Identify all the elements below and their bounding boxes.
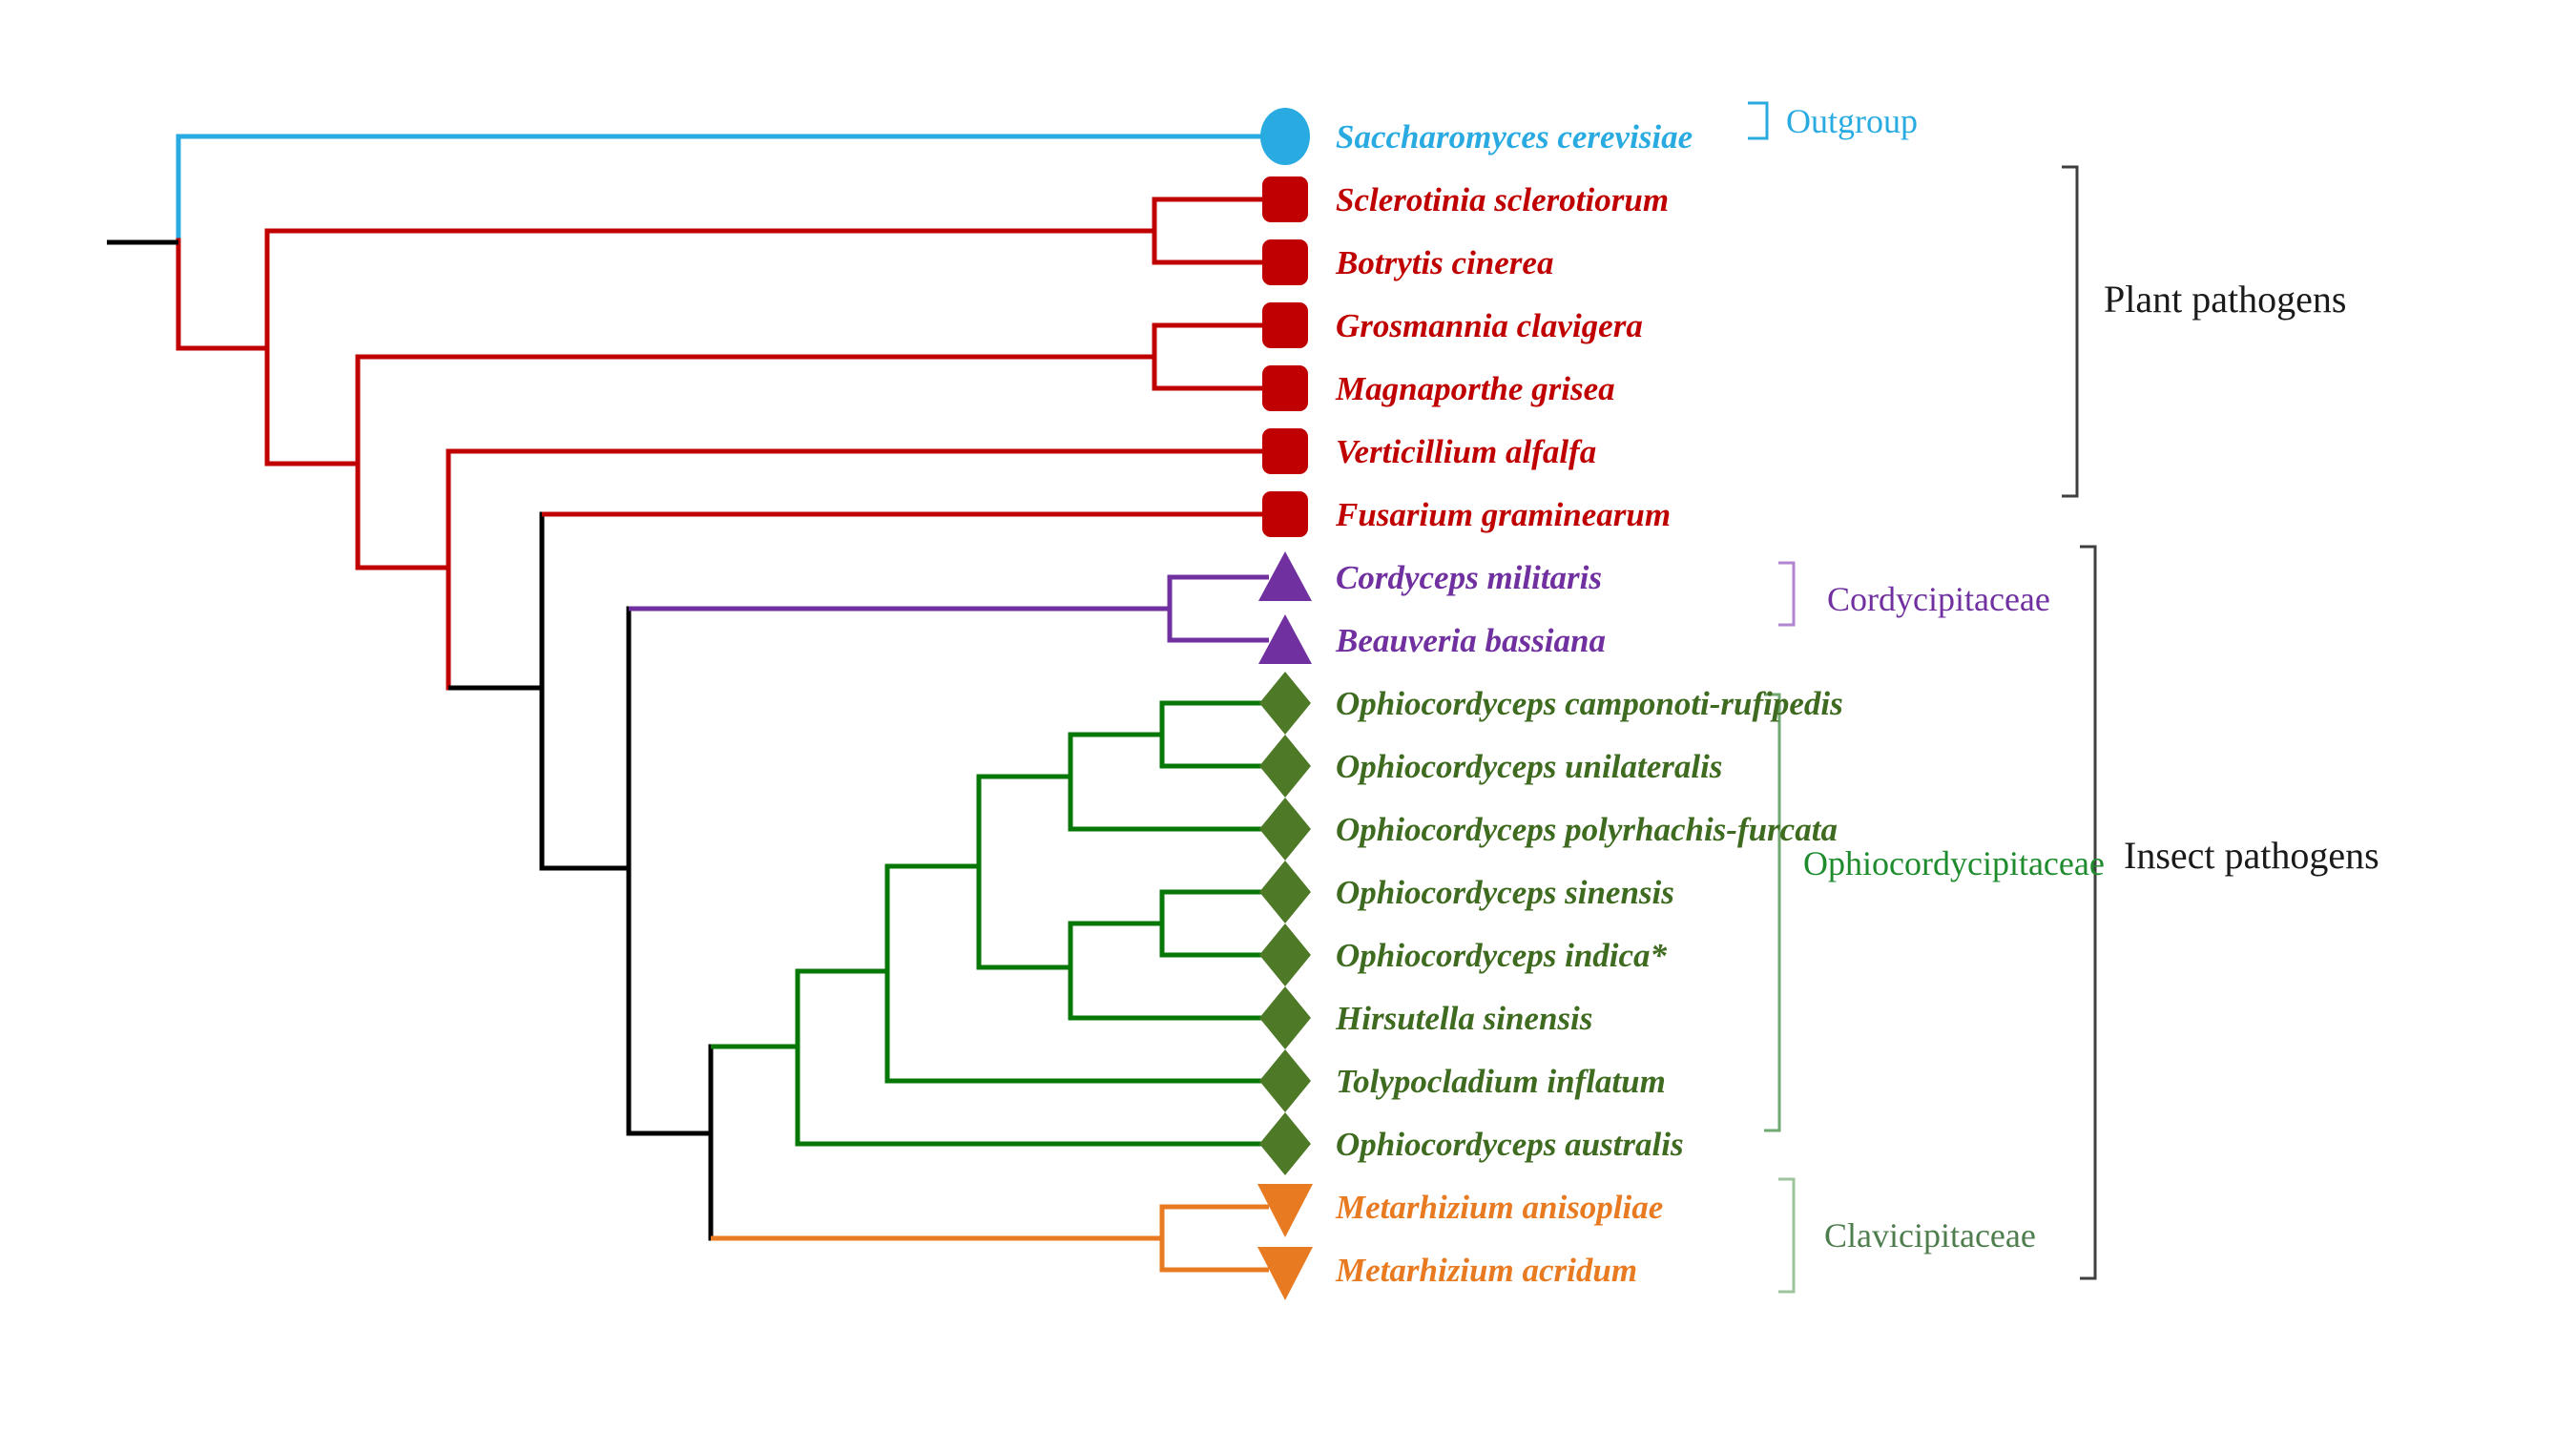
- tip-label-metarhizium-acridum: Metarhizium acridum: [1335, 1252, 1637, 1289]
- tip-marker-metarhizium-acridum: [1257, 1247, 1313, 1300]
- tip-marker-hirsutella-sinensis: [1259, 986, 1311, 1049]
- tip-label-ophiocordyceps-unilateralis: Ophiocordyceps unilateralis: [1336, 748, 1722, 785]
- cordycipitaceae-bracket: [1778, 561, 1796, 627]
- cordycipitaceae-label: Cordycipitaceae: [1827, 580, 2050, 618]
- tip-marker-beauveria-bassiana: [1258, 614, 1312, 664]
- tip-marker-sclerotinia-sclerotiorum: [1262, 176, 1308, 222]
- tip-label-ophiocordyceps-sinensis: Ophiocordyceps sinensis: [1336, 874, 1674, 911]
- tip-label-sclerotinia-sclerotiorum: Sclerotinia sclerotiorum: [1336, 181, 1669, 218]
- tip-markers: [1257, 108, 1313, 1300]
- tip-marker-cordyceps-militaris: [1258, 551, 1312, 601]
- outgroup-bracket: [1748, 101, 1769, 140]
- insect-pathogens-label: Insect pathogens: [2124, 834, 2379, 877]
- tip-marker-metarhizium-anisopliae: [1257, 1184, 1313, 1237]
- insect-pathogens-bracket: [2080, 545, 2097, 1280]
- plant-pathogens-label: Plant pathogens: [2104, 278, 2346, 321]
- tip-marker-magnaporthe-grisea: [1262, 365, 1308, 411]
- clavicipitaceae-label: Clavicipitaceae: [1824, 1216, 2036, 1255]
- tip-label-ophiocordyceps-australis: Ophiocordyceps australis: [1336, 1126, 1684, 1163]
- tip-marker-ophiocordyceps-polyrhachis-furcata: [1259, 798, 1311, 861]
- tip-labels: Saccharomyces cerevisiae Sclerotinia scle…: [1335, 118, 1843, 1289]
- plant-pathogens-bracket: [2062, 165, 2079, 498]
- tip-marker-ophiocordyceps-indica: [1259, 923, 1311, 986]
- tip-label-beauveria-bassiana: Beauveria bassiana: [1335, 622, 1606, 659]
- tip-label-ophiocordyceps-indica: Ophiocordyceps indica*: [1336, 937, 1668, 974]
- tip-marker-ophiocordyceps-sinensis: [1259, 861, 1311, 923]
- tip-label-metarhizium-anisopliae: Metarhizium anisopliae: [1335, 1189, 1663, 1226]
- tree-branches: [107, 134, 1269, 1273]
- tip-marker-botrytis-cinerea: [1262, 239, 1308, 285]
- tip-label-magnaporthe-grisea: Magnaporthe grisea: [1335, 370, 1615, 407]
- tip-label-fusarium-graminearum: Fusarium graminearum: [1335, 496, 1671, 533]
- tip-marker-ophiocordyceps-australis: [1259, 1112, 1311, 1175]
- tip-marker-grosmannia-clavigera: [1262, 302, 1308, 348]
- ophiocordycipitaceae-label: Ophiocordycipitaceae: [1803, 844, 2105, 882]
- ophiocordycipitaceae-bracket: [1764, 693, 1781, 1132]
- outgroup-label: Outgroup: [1786, 102, 1918, 140]
- tip-label-hirsutella-sinensis: Hirsutella sinensis: [1335, 1000, 1592, 1037]
- tip-label-tolypocladium-inflatum: Tolypocladium inflatum: [1336, 1063, 1666, 1100]
- tip-label-ophiocordyceps-camponoti-rufipedis: Ophiocordyceps camponoti-rufipedis: [1336, 685, 1843, 722]
- tip-label-grosmannia-clavigera: Grosmannia clavigera: [1336, 307, 1643, 344]
- tip-label-saccharomyces-cerevisiae: Saccharomyces cerevisiae: [1336, 118, 1693, 156]
- side-labels: Outgroup Cordycipitaceae Ophiocordycipitac…: [1786, 102, 2379, 1255]
- tip-marker-saccharomyces-cerevisiae: [1260, 108, 1310, 165]
- tip-label-cordyceps-militaris: Cordyceps militaris: [1336, 559, 1602, 596]
- tip-marker-verticillium-alfalfa: [1262, 428, 1308, 474]
- tip-marker-ophiocordyceps-camponoti-rufipedis: [1259, 672, 1311, 735]
- tip-label-botrytis-cinerea: Botrytis cinerea: [1335, 244, 1553, 281]
- group-brackets: [1748, 101, 2097, 1294]
- tip-marker-tolypocladium-inflatum: [1259, 1049, 1311, 1112]
- tip-label-verticillium-alfalfa: Verticillium alfalfa: [1336, 433, 1596, 470]
- tip-marker-fusarium-graminearum: [1262, 491, 1308, 537]
- clavicipitaceae-bracket: [1778, 1177, 1796, 1294]
- tip-label-ophiocordyceps-polyrhachis-furcata: Ophiocordyceps polyrhachis-furcata: [1336, 811, 1838, 848]
- tip-marker-ophiocordyceps-unilateralis: [1259, 735, 1311, 798]
